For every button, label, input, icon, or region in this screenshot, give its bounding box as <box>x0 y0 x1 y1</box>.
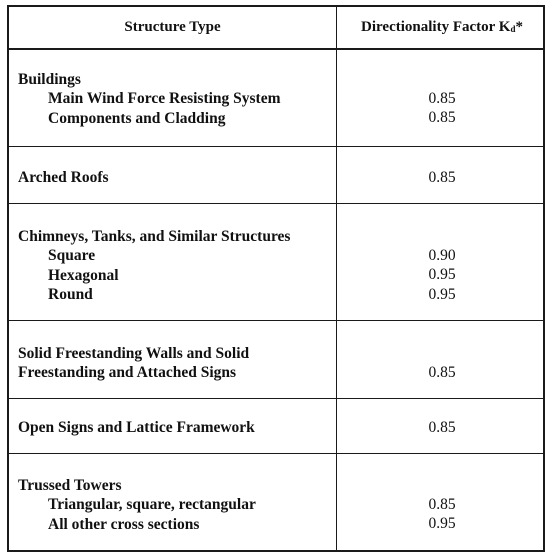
row-value: 0.85 <box>428 90 456 107</box>
row-value: 0.95 <box>428 285 456 303</box>
row-freestanding-walls-label: Solid Freestanding Walls and Solid Frees… <box>18 344 330 383</box>
row-title: Solid Freestanding Walls and Solid <box>18 345 250 362</box>
row-trussed-towers-values: 0.85 0.95 <box>337 495 547 534</box>
row-value: 0.85 <box>428 496 456 513</box>
row-divider <box>9 320 543 321</box>
row-buildings-label: Buildings Main Wind Force Resisting Syst… <box>18 70 330 128</box>
row-subitem: Main Wind Force Resisting System <box>48 90 281 108</box>
header-structure-type: Structure Type <box>124 19 221 35</box>
row-value: 0.95 <box>428 515 456 533</box>
row-title: Freestanding and Attached Signs <box>18 364 237 382</box>
row-title: Buildings <box>18 71 81 88</box>
row-buildings-values: 0.85 0.85 <box>337 89 547 128</box>
row-subitem: Triangular, square, rectangular <box>48 496 256 514</box>
row-chimneys-label: Chimneys, Tanks, and Similar Structures … <box>18 227 330 304</box>
header-factor-suffix: * <box>515 19 523 35</box>
row-title: Open Signs and Lattice Framework <box>18 419 255 436</box>
row-title: Chimneys, Tanks, and Similar Structures <box>18 228 291 245</box>
row-value: 0.85 <box>428 169 456 186</box>
row-value: 0.85 <box>428 109 456 127</box>
row-open-signs-values: 0.85 <box>337 418 547 437</box>
row-divider <box>9 203 543 204</box>
row-subitem: Hexagonal <box>48 266 119 284</box>
row-subitem: All other cross sections <box>48 515 200 533</box>
row-trussed-towers-label: Trussed Towers Triangular, square, recta… <box>18 476 330 534</box>
row-value: 0.90 <box>428 247 456 264</box>
column-divider <box>336 7 337 550</box>
row-chimneys-values: 0.90 0.95 0.95 <box>337 246 547 304</box>
row-title: Arched Roofs <box>18 169 109 186</box>
row-divider <box>9 398 543 399</box>
row-arched-roofs-label: Arched Roofs <box>18 168 330 187</box>
row-subitem: Square <box>48 247 96 265</box>
row-open-signs-label: Open Signs and Lattice Framework <box>18 418 330 437</box>
row-subitem: Round <box>48 285 93 303</box>
row-freestanding-walls-values: 0.85 <box>337 363 547 382</box>
row-value: 0.85 <box>428 419 456 436</box>
row-divider <box>9 146 543 147</box>
header-divider <box>9 48 543 50</box>
row-title: Trussed Towers <box>18 477 122 494</box>
row-value: 0.95 <box>428 266 456 284</box>
row-divider <box>9 453 543 454</box>
row-subitem: Components and Cladding <box>48 109 226 127</box>
row-value: 0.85 <box>428 364 456 381</box>
row-arched-roofs-values: 0.85 <box>337 168 547 187</box>
header-factor-subscript: d <box>510 24 516 34</box>
header-factor-text: Directionality Factor K <box>361 19 511 35</box>
header-directionality-factor: Directionality Factor Kd* <box>337 18 547 39</box>
directionality-factor-table: Structure Type Directionality Factor Kd*… <box>7 5 545 552</box>
